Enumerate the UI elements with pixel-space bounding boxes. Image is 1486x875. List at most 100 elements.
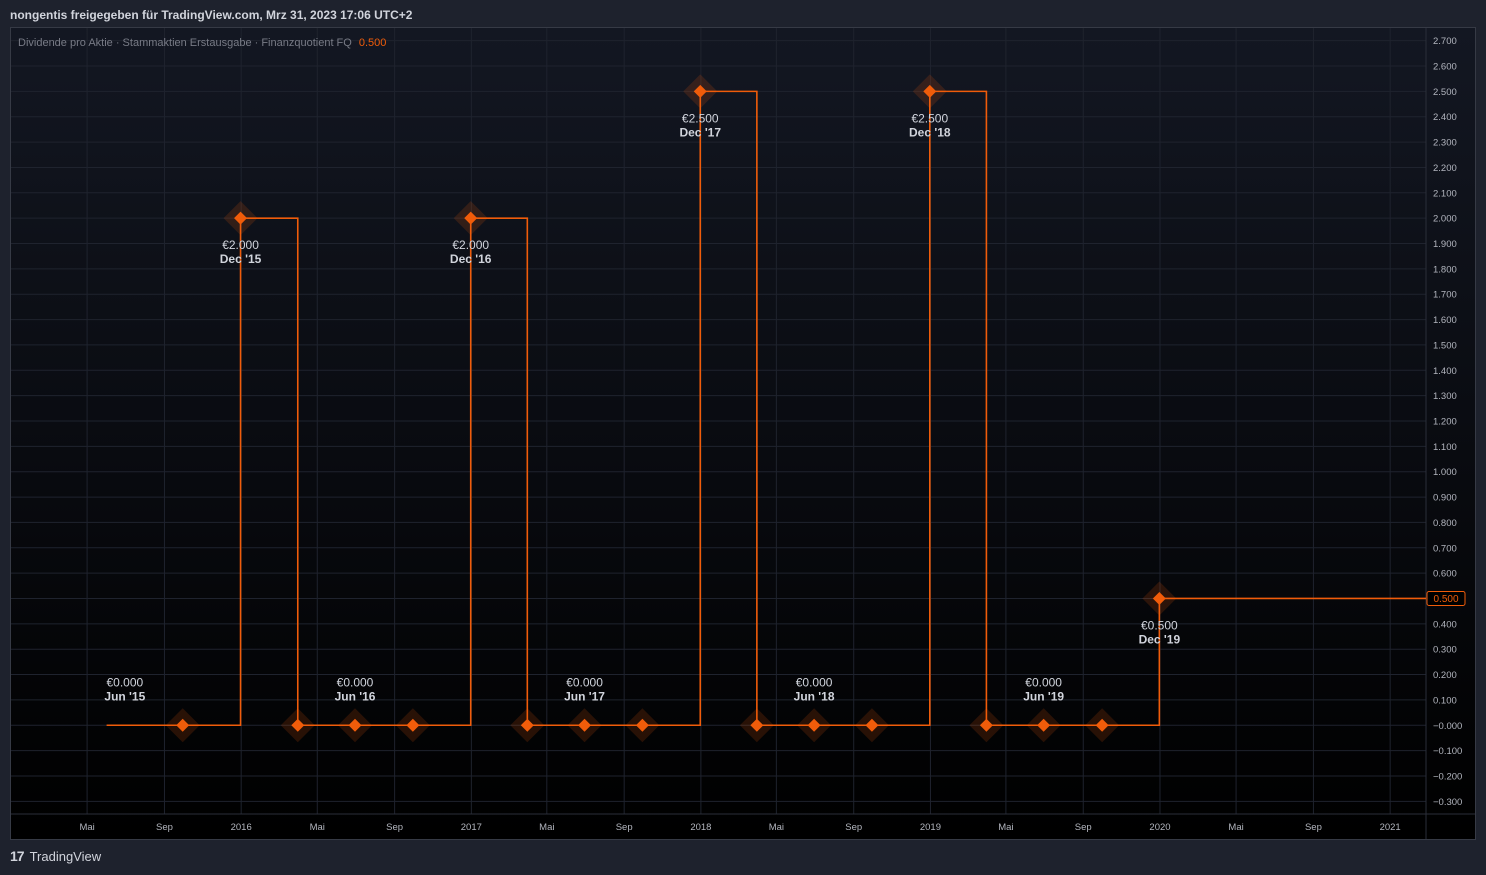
marker-diamond [406,718,420,732]
data-point-marker[interactable] [912,74,947,109]
data-point-marker[interactable] [969,708,1004,743]
annotation-value: €2.500 [682,111,719,125]
price-tick-label: 0.700 [1433,543,1457,554]
data-point-marker[interactable] [1142,581,1177,616]
data-point-marker[interactable] [1085,708,1120,743]
time-tick-label: Sep [1305,822,1322,833]
marker-diamond [578,718,592,732]
price-tick-label: 1.400 [1433,366,1457,377]
time-axis[interactable]: Mai Sep 2016 Mai Sep 2017 Mai Sep 2018 Mai Sep 2019… [79,822,1400,833]
time-tick-label: Sep [386,822,403,833]
data-point-marker[interactable] [223,201,258,236]
marker-diamond [234,211,248,225]
data-point-marker[interactable] [338,708,373,743]
price-tick-label: 1.000 [1433,467,1457,478]
annotation-period: Jun '16 [335,689,376,703]
legend-value: 0.500 [359,37,387,49]
data-point-marker[interactable] [453,201,488,236]
price-axis[interactable]: 2.700 2.600 2.500 2.400 2.300 2.200 2.100 2.000… [1433,36,1462,808]
price-tick-label: 1.800 [1433,264,1457,275]
dividend-series [106,90,1426,727]
data-point-marker[interactable] [510,708,545,743]
time-tick-label: 2021 [1380,822,1401,833]
time-tick-label: Mai [1228,822,1243,833]
marker-diamond [176,718,190,732]
chart-share-header: nongentis freigegeben für TradingView.co… [10,8,413,22]
annotation-period: Dec '18 [909,125,951,139]
price-tick-label: 1.700 [1433,290,1457,301]
dividend-chart[interactable]: 2.700 2.600 2.500 2.400 2.300 2.200 2.100 2.000… [11,28,1475,839]
annotation-period: Jun '15 [104,689,145,703]
price-tick-label: 0.600 [1433,569,1457,580]
data-point-marker[interactable] [395,708,430,743]
data-point-marker[interactable] [854,708,889,743]
tradingview-brand: TradingView [29,848,102,864]
annotation-value: €0.000 [1025,675,1062,689]
data-point-marker[interactable] [1026,708,1061,743]
price-tick-label: −0.200 [1433,771,1462,782]
annotation-period: Jun '18 [794,689,835,703]
price-tick-label: 0.900 [1433,493,1457,504]
annotation-value: €0.000 [106,675,143,689]
price-tick-label: 2.000 [1433,214,1457,225]
time-tick-label: 2016 [231,822,252,833]
price-tick-label: 2.200 [1433,163,1457,174]
chart-legend[interactable]: Dividende pro Aktie · Stammaktien Erstau… [18,37,386,49]
data-point-marker[interactable] [683,74,718,109]
marker-diamond [1152,591,1166,605]
data-point-marker[interactable] [567,708,602,743]
tradingview-logo-icon: 17 [10,848,25,864]
price-tick-label: 1.300 [1433,391,1457,402]
time-tick-label: 2019 [920,822,941,833]
data-point-marker[interactable] [797,708,832,743]
price-tick-label: −0.300 [1433,797,1462,808]
annotation-period: Jun '19 [1023,689,1064,703]
price-tick-label: 0.300 [1433,645,1457,656]
price-tick-label: 1.600 [1433,315,1457,326]
price-tick-label: 1.200 [1433,417,1457,428]
annotation-period: Jun '17 [564,689,605,703]
price-tick-label: 0.200 [1433,670,1457,681]
time-tick-label: Sep [156,822,173,833]
annotation-value: €0.000 [796,675,833,689]
tradingview-footer[interactable]: 17 TradingView [10,848,101,864]
chart-frame[interactable]: 2.700 2.600 2.500 2.400 2.300 2.200 2.100 2.000… [10,27,1476,840]
price-tick-label: 2.500 [1433,87,1457,98]
marker-diamond [520,718,534,732]
annotation-period: Dec '17 [679,125,721,139]
marker-diamond [865,718,879,732]
data-point-marker[interactable] [625,708,660,743]
marker-diamond [635,718,649,732]
annotation-value: €0.000 [337,675,374,689]
annotation-period: Dec '15 [220,252,262,266]
marker-diamond [750,718,764,732]
price-tick-label: 0.400 [1433,619,1457,630]
annotation-period: Dec '16 [450,252,492,266]
marker-diamond [923,84,937,98]
annotation-value: €2.000 [452,238,489,252]
marker-diamond [291,718,305,732]
price-tick-label: 0.800 [1433,518,1457,529]
price-tick-label: 2.400 [1433,112,1457,123]
price-tick-label: −0.000 [1433,721,1462,732]
last-value-box [1426,590,1466,606]
time-tick-label: Mai [998,822,1013,833]
time-tick-label: Sep [616,822,633,833]
last-value-badge: 0.500 [1426,590,1466,606]
dividend-markers[interactable] [165,74,1177,743]
marker-diamond [1037,718,1051,732]
data-point-marker[interactable] [280,708,315,743]
marker-diamond [979,718,993,732]
data-point-marker[interactable] [739,708,774,743]
time-tick-label: Sep [845,822,862,833]
time-tick-label: 2017 [461,822,482,833]
marker-diamond [807,718,821,732]
annotation-value: €2.500 [911,111,948,125]
data-point-marker[interactable] [165,708,200,743]
price-tick-label: 1.900 [1433,239,1457,250]
price-tick-label: 2.700 [1433,36,1457,47]
annotation-value: €2.000 [222,238,259,252]
marker-diamond [464,211,478,225]
legend-title: Dividende pro Aktie · Stammaktien Erstau… [18,37,352,49]
